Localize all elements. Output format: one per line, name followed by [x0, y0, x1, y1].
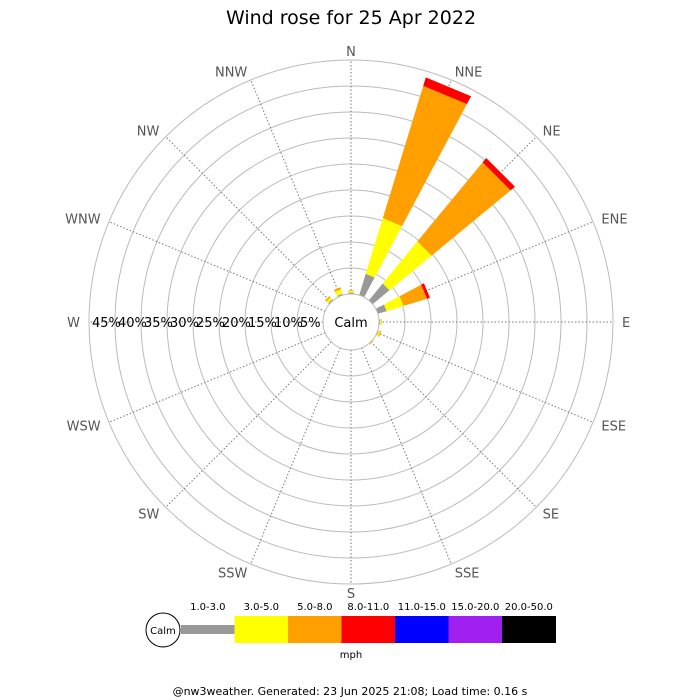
chart-title: Wind rose for 25 Apr 2022 [226, 7, 476, 29]
grid-spoke [108, 332, 326, 423]
legend-bin-label: 3.0-5.0 [244, 602, 279, 613]
legend-bin-label: 1.0-3.0 [190, 602, 225, 613]
direction-label-ne: NE [543, 124, 561, 139]
legend-swatch [395, 616, 449, 643]
wind-bar-segment [482, 158, 515, 191]
direction-label-s: S [347, 587, 355, 602]
radial-tick-label: 25% [196, 316, 225, 331]
wind-bar-segment [384, 296, 404, 312]
direction-label-n: N [346, 45, 356, 60]
wind-bar-segment [399, 284, 427, 306]
wind-bar-segment [378, 330, 382, 337]
legend-swatch [502, 616, 556, 643]
wind-bar-segment [369, 340, 374, 345]
legend-swatch [234, 616, 289, 643]
radial-tick-label: 40% [118, 316, 147, 331]
radial-tick-label: 45% [92, 316, 121, 331]
wind-bars [325, 77, 515, 345]
calm-circle-group: Calm [322, 293, 380, 351]
legend-bin-label: 11.0-15.0 [398, 602, 446, 613]
calm-circle [322, 293, 380, 351]
grid-ring [270, 241, 432, 403]
grid-spoke [370, 341, 537, 508]
wind-bar-ne [368, 158, 515, 305]
grid-spoke [361, 347, 452, 565]
wind-bar-segment [380, 319, 382, 325]
legend-swatch [341, 616, 396, 643]
wind-bar-nw [325, 296, 334, 305]
footer-text: @nw3weather. Generated: 23 Jun 2025 21:0… [173, 685, 528, 698]
legend-units-label: mph [340, 650, 362, 661]
radial-tick-label: 10% [274, 316, 303, 331]
grid-spoke [165, 136, 332, 303]
speed-legend: Calm 1.0-3.0 3.0-5.0 5.0-8.0 8.0-11.0 11.0-15… [145, 602, 556, 661]
direction-label-se: SE [543, 508, 559, 523]
direction-label-ssw: SSW [218, 566, 248, 581]
direction-label-sse: SSE [455, 566, 480, 581]
direction-label-w: W [67, 316, 80, 331]
grid-spoke [108, 221, 326, 312]
direction-label-nw: NW [137, 124, 160, 139]
grid-ring [218, 189, 484, 455]
radial-tick-labels: 5%10%15%20%25%30%35%40%45% [92, 316, 321, 331]
wind-bar-segment [328, 299, 334, 305]
wind-bar-segment [376, 330, 381, 337]
legend-bin-label: 8.0-11.0 [347, 602, 389, 613]
legend-bin-label: 20.0-50.0 [505, 602, 553, 613]
wind-bar-nne [359, 77, 472, 298]
wind-bar-segment [379, 319, 381, 325]
legend-swatch [181, 625, 235, 634]
direction-label-nnw: NNW [215, 66, 247, 81]
wind-bar-segment [369, 340, 374, 345]
radial-tick-label: 15% [248, 316, 277, 331]
direction-label-ene: ENE [601, 212, 627, 227]
wind-bar-segment [423, 77, 472, 104]
wind-bar-segment [348, 290, 354, 291]
legend-calm-label: Calm [150, 626, 176, 637]
wind-bar-segment [375, 304, 387, 314]
wind-bar-segment [333, 287, 341, 292]
direction-label-wsw: WSW [67, 420, 101, 435]
wind-bar-segment [359, 273, 375, 298]
legend-calm-circle [145, 612, 181, 648]
wind-bar-segment [348, 291, 354, 293]
radial-tick-label: 35% [144, 316, 173, 331]
wind-bar-segment [382, 241, 432, 291]
direction-labels: N NNE NE ENE E ESE SE SSE S SSW SW WSW W WNW NW NNW [65, 45, 630, 602]
radial-tick-label: 30% [170, 316, 199, 331]
wind-bar-segment [368, 283, 390, 305]
wind-bar-segment [365, 218, 402, 278]
grid-spoke [376, 332, 594, 423]
wind-bar-segment [325, 296, 331, 302]
grid-spoke [250, 79, 341, 297]
wind-bar-segment [417, 162, 511, 256]
wind-bar-nnw [333, 287, 343, 298]
legend-swatch [288, 616, 342, 643]
wind-bar-segment [421, 283, 430, 299]
legend-swatch [448, 616, 503, 643]
legend-bin-label: 15.0-20.0 [451, 602, 499, 613]
radial-tick-label: 5% [300, 316, 321, 331]
grid-spoke [165, 341, 332, 508]
direction-label-ese: ESE [601, 420, 626, 435]
direction-label-wnw: WNW [65, 212, 101, 227]
direction-label-e: E [622, 316, 630, 331]
calm-label: Calm [334, 316, 367, 331]
direction-label-nne: NNE [455, 66, 483, 81]
grid-spoke [250, 347, 341, 565]
grid-ring [88, 59, 614, 585]
wind-bar-ene [375, 283, 430, 314]
radial-tick-label: 20% [222, 316, 251, 331]
grid-ring [166, 137, 536, 507]
legend-bin-label: 5.0-8.0 [297, 602, 332, 613]
wind-bar-segment [382, 85, 467, 227]
wind-bar-segment [326, 297, 333, 304]
direction-label-sw: SW [138, 508, 159, 523]
wind-bar-segment [334, 289, 343, 296]
